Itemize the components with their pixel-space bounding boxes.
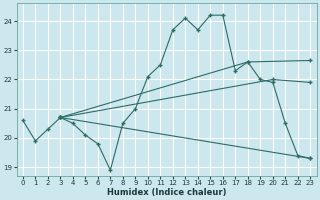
X-axis label: Humidex (Indice chaleur): Humidex (Indice chaleur) xyxy=(107,188,226,197)
